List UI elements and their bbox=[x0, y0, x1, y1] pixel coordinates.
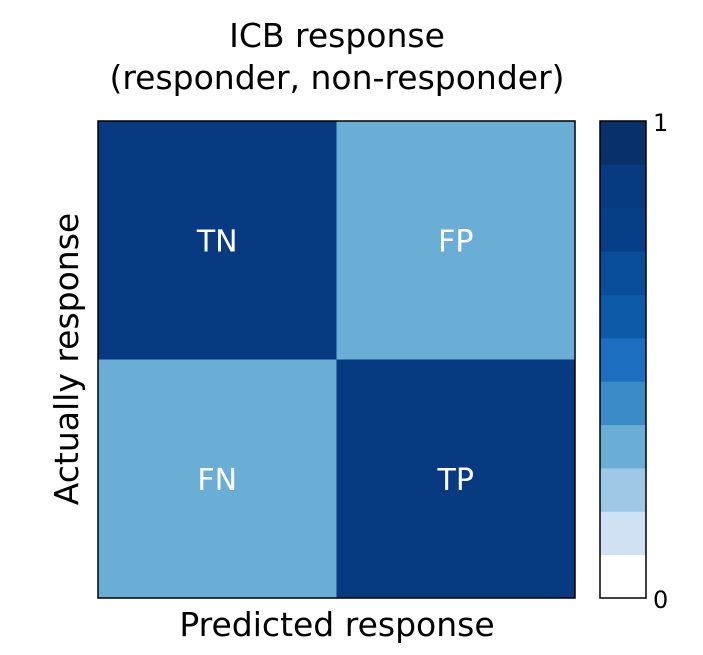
cell-label-tp: TP bbox=[437, 463, 474, 498]
colorbar-max-label: 1 bbox=[653, 109, 668, 137]
colorbar-segment bbox=[600, 467, 646, 512]
heatmap-cell-fn bbox=[98, 359, 337, 598]
y-axis-label: Actually response bbox=[47, 213, 86, 505]
colorbar-segment bbox=[600, 511, 646, 556]
colorbar-min-label: 0 bbox=[653, 586, 668, 614]
heatmap-cell-fp bbox=[336, 121, 575, 360]
colorbar-segment bbox=[600, 424, 646, 469]
colorbar-segment bbox=[600, 294, 646, 339]
heatmap-cell-tp bbox=[336, 359, 575, 598]
cell-label-fn: FN bbox=[197, 463, 237, 498]
plot-frame bbox=[97, 120, 576, 599]
colorbar-segment bbox=[600, 381, 646, 426]
colorbar-segment bbox=[600, 251, 646, 295]
colorbar-segment bbox=[600, 554, 646, 599]
cell-label-fp: FP bbox=[438, 224, 473, 259]
colorbar-frame bbox=[599, 120, 647, 599]
heatmap-cell-tn bbox=[98, 121, 337, 360]
cell-label-tn: TN bbox=[196, 224, 238, 259]
colorbar bbox=[600, 121, 646, 599]
colorbar-segment bbox=[600, 337, 646, 382]
chart-title-line2: (responder, non-responder) bbox=[109, 58, 564, 97]
heatmap-cells: TN FP FN TP bbox=[98, 121, 575, 598]
colorbar-segment bbox=[600, 121, 646, 165]
chart-title-line1: ICB response bbox=[229, 16, 445, 55]
x-axis-label: Predicted response bbox=[179, 605, 494, 644]
colorbar-segment bbox=[600, 207, 646, 252]
colorbar-segment bbox=[600, 164, 646, 209]
